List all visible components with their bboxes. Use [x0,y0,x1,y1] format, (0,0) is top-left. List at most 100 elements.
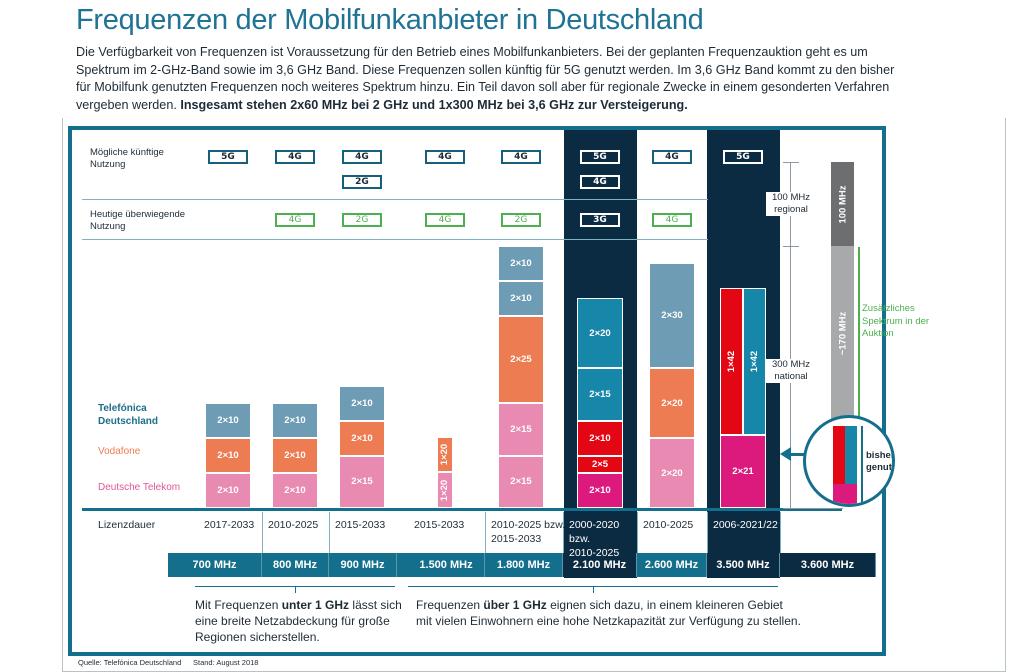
band-label: 900 MHz [329,553,397,577]
row-label-license: Lizenzdauer [98,519,156,531]
bar-segment-telekom: 2×10 [577,473,623,508]
legend-telefonica: Telefónica Deutschland [98,403,159,427]
additional-bracket [858,247,860,421]
bar-segment-telefonica: 2×20 [577,298,623,368]
future-tag: 5G [580,150,620,164]
today-tag: 4G [652,213,692,227]
divider [82,239,708,240]
separator [262,512,263,553]
dimension-tick [783,246,799,247]
note-below-1ghz: Mit Frequenzen unter 1 GHz lässt sich ei… [195,598,402,644]
band-label: 700 MHz [168,553,262,577]
bar-segment-telefonica: 2×30 [649,263,695,368]
bar-segment-vodafone: 2×10 [205,438,251,473]
bar-segment-vodafone: 1×42 [720,287,743,435]
bar-segment-vodafone: 1×20 [437,436,453,473]
dimension-tick [783,162,799,163]
separator [707,512,708,553]
band-label: 800 MHz [262,553,329,577]
license-period: 2015-2033 [335,519,386,531]
band-bar-gap [397,553,408,577]
row-label-future: Mögliche künftige Nutzung [90,147,164,170]
license-period: 2010-2025 bzw. 2015-2033 [491,519,566,545]
bar-segment-vodafone: 2×10 [339,420,385,456]
band-label: 1.500 MHz [408,553,485,577]
intro-text: Die Verfügbarkeit von Frequenzen ist Vor… [76,44,906,114]
license-period: 2000-2020 bzw. 2010-2025 [569,519,620,559]
future-tag: 4G [342,150,382,164]
note-bracket-tick [593,586,594,593]
separator [485,512,486,553]
band-label: 1.800 MHz [485,553,563,577]
today-tag: 4G [275,213,315,227]
band-label: 3.600 MHz [780,553,876,577]
bar-segment-telefonica: 2×10 [205,403,251,438]
band-label-text: 2.100 MHz [572,559,627,571]
bar-segment-telekom: 2×10 [205,473,251,508]
outer-border-right [1005,118,1006,672]
bar-segment-telefonica: 2×10 [498,280,544,316]
band-label: 2.600 MHz [637,553,707,577]
bar-segment-telefonica: 2×10 [339,385,385,421]
bar-segment-vodafone: 2×5 [577,455,623,473]
separator [780,512,781,553]
additional-label: Zusätzliches Spektrum in der Auktion [862,303,930,339]
used-telekom [833,484,857,504]
license-period: 2006-2021/22 [713,519,778,531]
license-period: 2010-2025 [643,519,694,531]
band-label-text: 900 MHz [340,559,385,571]
bar-segment-vodafone: 2×10 [577,420,623,456]
national-label: 300 MHz national [766,359,816,383]
bar-segment-vodafone: 2×20 [649,368,695,438]
band-label-text: 3.600 MHz [800,559,855,571]
future-tag: 4G [652,150,692,164]
note-above-1ghz: Frequenzen über 1 GHz eignen sich dazu, … [416,598,801,628]
license-period: 2010-2025 [268,519,319,531]
band-label-text: 3.500 MHz [716,559,770,571]
bar-segment-telefonica: 2×15 [577,368,623,421]
regional-bar: 100 MHz [831,162,854,246]
bar-segment-telekom: 2×15 [498,455,544,508]
band-label-text: 1.800 MHz [496,559,551,571]
band-label-text: 700 MHz [192,559,237,571]
bar-segment-telefonica: 2×10 [272,403,318,438]
dimension-tick [783,508,843,509]
arrow-line [790,453,805,456]
bar-segment-telefonica: 1×42 [743,287,766,435]
bar-segment-vodafone: 2×25 [498,315,544,403]
bar-segment-telefonica: 2×10 [498,245,544,281]
baseline-axis [82,508,842,511]
separator [563,512,564,553]
future-tag: 4G [425,150,465,164]
bar-segment-telekom: 2×20 [649,438,695,508]
separator [637,512,638,553]
band-label-text: 2.600 MHz [644,559,699,571]
today-tag: 2G [501,213,541,227]
future-tag: 5G [723,150,763,164]
bar-segment-telekom: 2×15 [498,403,544,456]
dimension-line [790,162,791,508]
today-tag: 3G [580,213,620,227]
future-tag: 4G [580,175,620,189]
arrow-left-icon [780,447,791,461]
license-period: 2015-2033 [414,519,465,531]
used-bracket [861,426,863,504]
regional-label: 100 MHz regional [766,192,816,216]
today-tag: 4G [425,213,465,227]
intro-highlight: Insgesamt stehen 2x60 MHz bei 2 GHz und … [180,97,688,112]
used-telefonica [845,426,857,484]
today-tag: 2G [342,213,382,227]
divider [82,199,708,200]
band-label-text: 800 MHz [272,559,318,571]
bar-segment-telekom: 2×21 [720,434,766,508]
additional-bar: ~170 MHz [831,246,854,420]
legend-vodafone: Vodafone [98,446,141,457]
note-bracket-tick [295,586,296,593]
future-tag: 5G [208,150,248,164]
footer-source: Quelle: Telefónica Deutschland [78,658,182,667]
future-tag: 4G [501,150,541,164]
row-label-today: Heutige überwiegende Nutzung [90,209,186,232]
bar-segment-telekom: 2×10 [272,473,318,508]
separator [329,512,330,553]
diagram-frame [68,126,886,656]
